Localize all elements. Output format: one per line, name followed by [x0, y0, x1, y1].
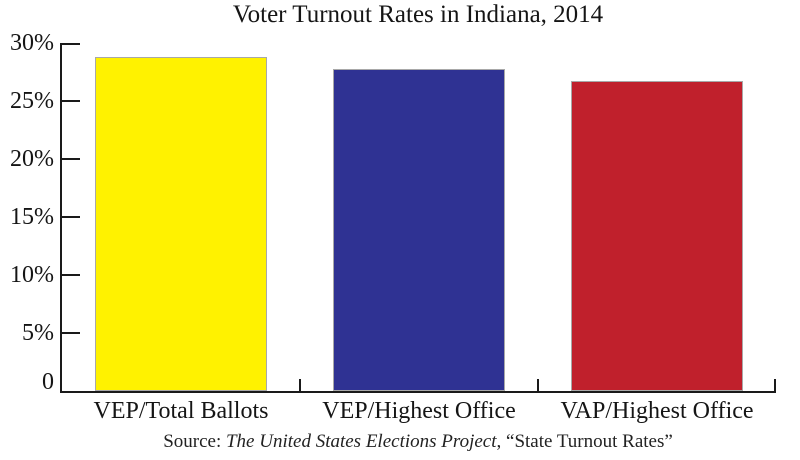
y-tick — [62, 216, 80, 218]
x-tick — [299, 379, 301, 391]
y-tick-label: 5% — [22, 320, 54, 346]
y-tick — [62, 100, 80, 102]
y-tick-label: 25% — [10, 88, 54, 114]
x-tick — [537, 379, 539, 391]
chart-title: Voter Turnout Rates in Indiana, 2014 — [232, 1, 604, 28]
y-tick — [62, 158, 80, 160]
y-tick — [62, 274, 80, 276]
bar-vap-highest-office — [571, 81, 743, 391]
bar-vep-highest-office — [333, 69, 505, 391]
x-axis-end-tick — [774, 379, 776, 391]
plot-area — [60, 43, 776, 393]
source-suffix: , “State Turnout Rates” — [496, 431, 673, 452]
y-tick-label: 10% — [10, 262, 54, 288]
y-tick-label: 15% — [10, 204, 54, 230]
y-tick-label: 20% — [10, 146, 54, 172]
x-category-label: VAP/Highest Office — [560, 398, 754, 424]
source-note: Source: The United States Elections Proj… — [60, 430, 776, 454]
x-axis-labels: VEP/Total Ballots VEP/Highest Office VAP/H… — [62, 397, 776, 427]
y-axis-labels: 0 5% 10% 15% 20% 25% 30% — [0, 0, 54, 460]
source-italic-text: The United States Elections Project — [225, 431, 497, 452]
y-tick — [62, 332, 80, 334]
x-category-label: VEP/Highest Office — [322, 398, 516, 424]
x-category-label: VEP/Total Ballots — [93, 398, 269, 424]
y-tick-label: 0 — [42, 369, 54, 395]
source-prefix: Source: — [163, 431, 226, 452]
y-tick — [62, 43, 80, 45]
bar-vep-total-ballots — [95, 57, 267, 391]
y-tick-label: 30% — [10, 30, 54, 56]
